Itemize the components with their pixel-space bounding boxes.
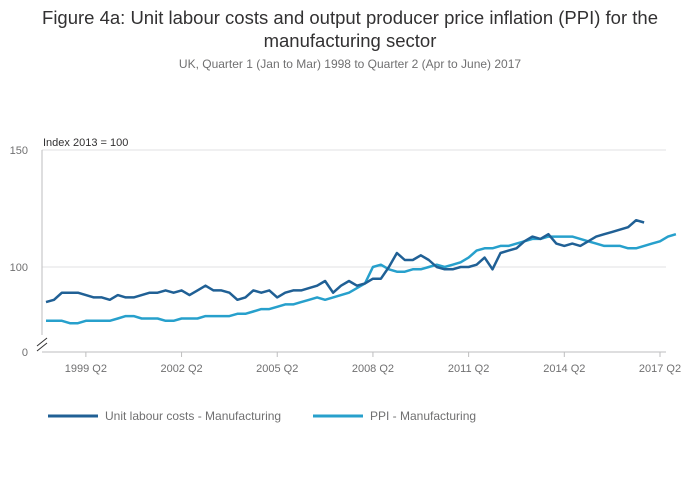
chart-subtitle: UK, Quarter 1 (Jan to Mar) 1998 to Quart… — [178, 57, 522, 71]
legend-item-2[interactable]: PPI - Manufacturing — [313, 409, 476, 423]
y-tick-label: 100 — [10, 262, 28, 274]
x-tick-label: 2005 Q2 — [256, 363, 298, 375]
axes — [36, 150, 666, 353]
axis-break-mark — [36, 342, 48, 352]
series-lines — [45, 218, 677, 325]
y-axis-label: Index 2013 = 100 — [43, 137, 128, 149]
y-tick-label: 0 — [22, 347, 28, 359]
gridlines — [42, 149, 666, 268]
x-tick-label: 1999 Q2 — [65, 363, 107, 375]
y-tick-label: 150 — [10, 145, 28, 157]
series-line-2 — [46, 233, 677, 325]
x-tick-label: 2017 Q2 — [639, 363, 681, 375]
x-tick-label: 2002 Q2 — [160, 363, 202, 375]
legend-label: PPI - Manufacturing — [370, 409, 476, 423]
x-tick-label: 2008 Q2 — [352, 363, 394, 375]
x-tick-label: 2014 Q2 — [543, 363, 585, 375]
legend-item-1[interactable]: Unit labour costs - Manufacturing — [48, 409, 281, 423]
series-line-1 — [45, 218, 645, 304]
x-tick-labels: 1999 Q2 2002 Q2 2005 Q2 2008 Q2 2011 Q2 2014 … — [65, 352, 681, 375]
legend-label: Unit labour costs - Manufacturing — [105, 409, 281, 423]
axis-break-mark — [36, 337, 48, 347]
chart-title: Figure 4a: Unit labour costs and output … — [42, 7, 658, 51]
legend[interactable]: Unit labour costs - Manufacturing PPI - M… — [48, 409, 476, 423]
y-tick-labels: 0 100 150 — [10, 145, 28, 359]
x-tick-label: 2011 Q2 — [448, 363, 489, 375]
